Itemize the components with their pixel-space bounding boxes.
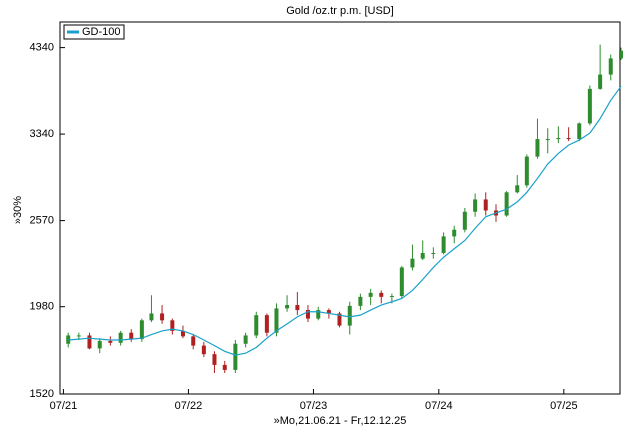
x-tick-label: 07/23 [300,400,328,412]
candle-body [264,315,269,333]
candle-body [524,156,529,186]
candle-body [608,58,613,75]
candle-body [420,252,425,259]
candle-body [399,267,404,297]
y-tick-label: 1520 [30,388,54,400]
x-tick-label: 07/21 [50,400,78,412]
chart-title: Gold /oz.tr p.m. [USD] [286,5,394,17]
candle-body [97,340,102,349]
legend-label: GD-100 [82,26,121,38]
candle-body [431,252,436,254]
candle-body [274,308,279,333]
candle-body [149,313,154,321]
candle-body [358,296,363,306]
candle-body [566,138,571,140]
candle-body [556,138,561,140]
candle-body [254,315,259,336]
moving-average-line [68,85,622,356]
y-axis-label: »30% [12,196,24,224]
candle-body [316,310,321,319]
legend-box [63,24,125,40]
candle-body [191,336,196,346]
candle-body [587,88,592,124]
candle-body [452,229,457,237]
candle-body [515,185,520,193]
candle-body [108,340,113,343]
x-tick-label: 07/22 [175,400,203,412]
candle-body [347,305,352,326]
x-axis-label: »Mo,21.06.21 - Fr,12.12.25 [274,415,407,427]
candle-body [76,335,81,337]
candle-body [535,139,540,157]
candle-body [160,313,165,321]
candle-body [326,310,331,314]
candle-body [139,320,144,340]
candle-body [295,305,300,311]
candle-body [441,236,446,253]
candle-body [87,335,92,349]
candle-body [545,139,550,141]
candle-body [201,345,206,355]
candle-body [180,330,185,337]
candle-body [337,313,342,326]
candle-body [462,211,467,230]
candle-body [305,310,310,319]
y-tick-label: 3340 [30,128,54,140]
y-tick-label: 2570 [30,215,54,227]
candle-body [170,320,175,331]
candle-body [222,364,227,370]
candle-body [598,74,603,89]
candle-body [483,199,488,211]
candle-body [473,199,478,212]
y-tick-label: 4340 [30,42,54,54]
candle-body [577,123,582,140]
candle-body [379,292,384,297]
x-tick-label: 07/24 [425,400,453,412]
y-tick-label: 1980 [30,301,54,313]
candle-body [619,50,624,59]
candle-body [243,335,248,344]
candle-body [129,332,134,340]
candle-body [212,354,217,365]
candle-body [233,343,238,370]
candle-body [368,292,373,297]
candle-body [410,258,415,268]
plot-frame [59,21,621,395]
candle-body [285,305,290,309]
candle-body [118,332,123,343]
x-tick-label: 07/25 [550,400,578,412]
candle-body [504,192,509,216]
candle-body [389,296,394,298]
